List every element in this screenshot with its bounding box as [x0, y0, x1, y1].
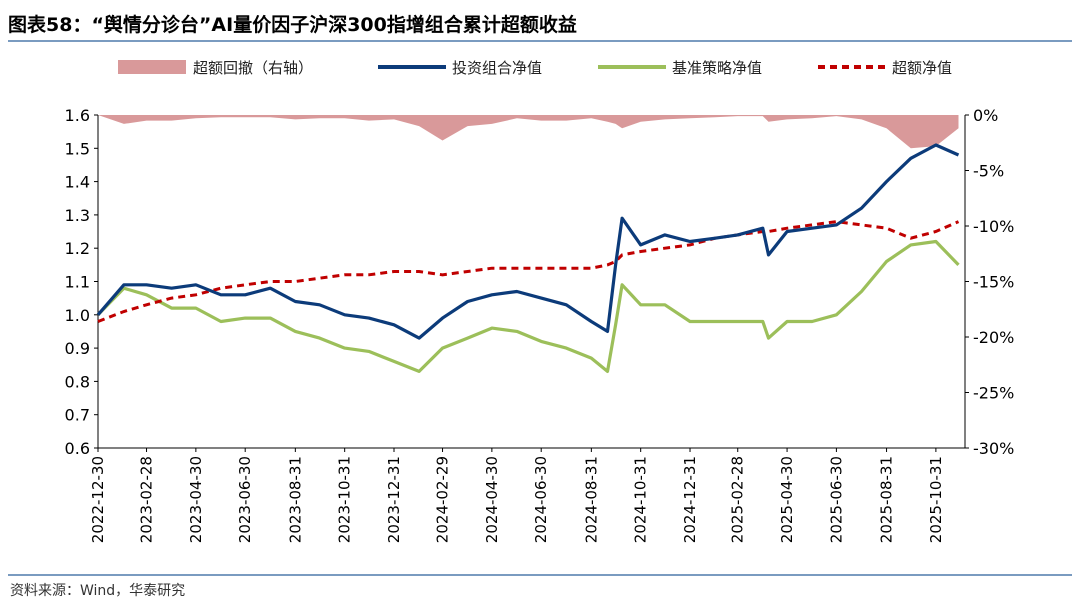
- bottom-rule: [8, 574, 1072, 576]
- x-tick-label: 2024-06-30: [532, 456, 550, 543]
- series-excess-line: [97, 220, 960, 323]
- x-tick-label: 2024-12-31: [681, 456, 699, 543]
- x-tick-label: 2024-10-31: [632, 456, 650, 543]
- y-right-tick-label: -15%: [973, 273, 1014, 292]
- y-left-tick-label: 1.4: [65, 173, 90, 192]
- title-rule: [8, 40, 1072, 42]
- x-tick-label: 2025-02-28: [729, 456, 747, 543]
- x-tick-label: 2025-08-31: [878, 456, 896, 543]
- y-left-tick-label: 0.6: [65, 439, 90, 458]
- y-right-tick-label: -5%: [973, 162, 1004, 181]
- y-left-tick-label: 1.2: [65, 239, 90, 258]
- y-right-tick-label: 0%: [973, 106, 998, 125]
- y-left-tick-label: 0.9: [65, 339, 90, 358]
- legend-label-drawdown: 超额回撤（右轴）: [193, 59, 313, 77]
- y-right-tick-label: -30%: [973, 439, 1014, 458]
- x-tick-label: 2025-06-30: [827, 456, 845, 543]
- x-tick-label: 2025-04-30: [778, 456, 796, 543]
- y-left-tick-label: 1.3: [65, 206, 90, 225]
- x-tick-label: 2024-08-31: [582, 456, 600, 543]
- chart: 0.6 0.7 0.8 0.9 1.0 1.1 1.2 1.3 1.4 1.5 1.6 0% -5% -1…: [65, 59, 1015, 543]
- y-left-tick-label: 0.8: [65, 372, 90, 391]
- title-bar: 图表58：“舆情分诊台”AI量价因子沪深300指增组合累计超额收益: [8, 4, 1072, 42]
- series-benchmark-line: [96, 239, 960, 373]
- series-portfolio-line: [96, 143, 960, 340]
- chart-title: 图表58：“舆情分诊台”AI量价因子沪深300指增组合累计超额收益: [8, 14, 577, 36]
- legend-swatch-drawdown: [118, 60, 186, 74]
- x-tick-label: 2024-04-30: [483, 456, 501, 543]
- y-right-tick-label: -25%: [973, 384, 1014, 403]
- series-drawdown-area: [98, 115, 959, 149]
- y-right-tick-label: -10%: [973, 217, 1014, 236]
- x-tick-label: 2024-02-29: [434, 456, 452, 543]
- y-left-tick-label: 1.0: [65, 306, 90, 325]
- x-tick-label: 2022-12-30: [89, 456, 107, 543]
- x-tick-label: 2023-10-31: [336, 456, 354, 543]
- x-tick-label: 2023-06-30: [236, 456, 254, 543]
- legend-label-excess: 超额净值: [892, 59, 952, 77]
- legend-label-portfolio: 投资组合净值: [452, 59, 542, 77]
- y-left-tick-label: 0.7: [65, 406, 90, 425]
- x-tick-label: 2023-08-31: [286, 456, 304, 543]
- y-left-tick-label: 1.5: [65, 139, 90, 158]
- y-left-tick-label: 1.6: [65, 106, 90, 125]
- source-note: 资料来源：Wind，华泰研究: [10, 583, 186, 599]
- x-tick-label: 2023-12-31: [385, 456, 403, 543]
- y-left-tick-label: 1.1: [65, 273, 90, 292]
- x-tick-label: 2023-02-28: [138, 456, 156, 543]
- x-tick-label: 2025-10-31: [927, 456, 945, 543]
- x-tick-label: 2023-04-30: [187, 456, 205, 543]
- legend-label-benchmark: 基准策略净值: [672, 59, 762, 77]
- y-right-tick-label: -20%: [973, 328, 1014, 347]
